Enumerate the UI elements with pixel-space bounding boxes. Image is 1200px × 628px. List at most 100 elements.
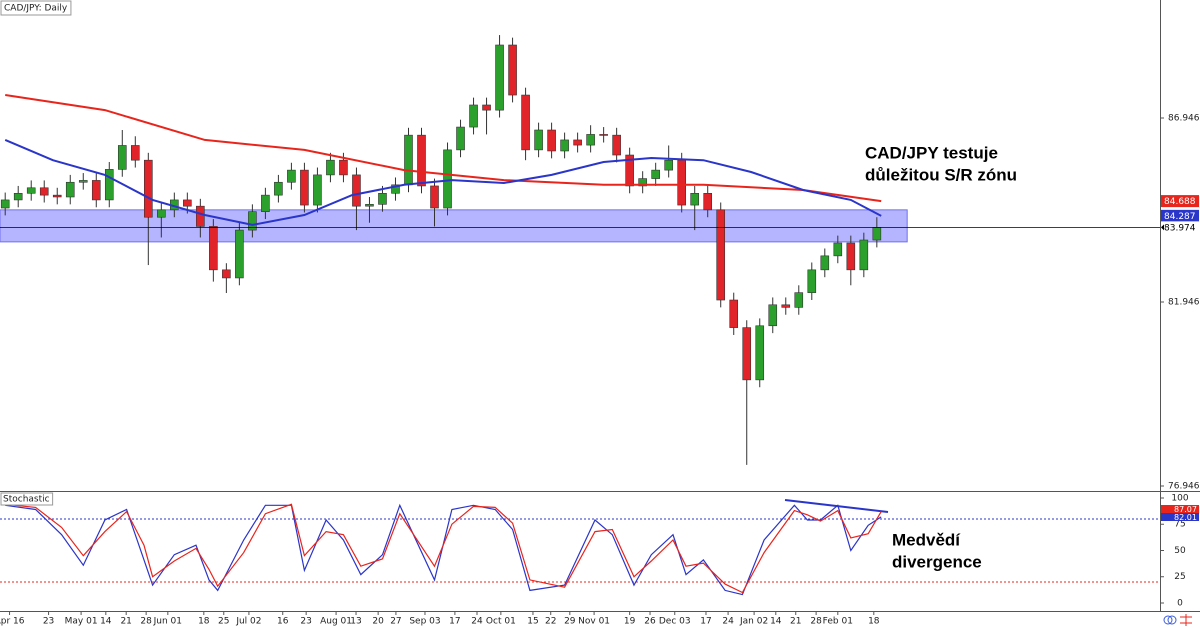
stoch-last-label: 87.07 xyxy=(1174,505,1197,514)
last-price-label: 83.974 xyxy=(1164,223,1196,233)
candle-body xyxy=(157,209,166,218)
y-tick-label: 75 xyxy=(1174,520,1185,530)
x-tick-label: 23 xyxy=(43,617,54,627)
candle-body xyxy=(261,194,270,212)
last-price-label-box xyxy=(1161,221,1199,234)
candle-body xyxy=(482,104,491,111)
candle-body xyxy=(65,181,75,198)
x-tick-label: Aug 01 xyxy=(320,617,352,627)
y-tick-label: 25 xyxy=(1174,572,1185,582)
x-tick-label: 14 xyxy=(100,617,112,627)
icon xyxy=(1180,614,1192,626)
candle-body xyxy=(625,154,634,187)
candle-body xyxy=(807,269,817,293)
candle-body xyxy=(508,44,517,96)
candle-body xyxy=(612,134,621,156)
candle-body xyxy=(768,304,778,327)
candle-body xyxy=(430,185,439,209)
candle-body xyxy=(716,209,726,301)
icon xyxy=(1167,615,1177,625)
candle-body xyxy=(130,145,140,161)
x-tick-label: Jan 02 xyxy=(739,617,768,627)
x-tick-label: 29 xyxy=(564,617,576,627)
x-tick-label: 21 xyxy=(120,617,131,627)
candle-body xyxy=(560,139,569,152)
candle-body xyxy=(26,187,36,194)
moving-average xyxy=(5,94,882,203)
x-tick-label: Dec 03 xyxy=(659,617,691,627)
candle-body xyxy=(846,242,856,271)
candle-body xyxy=(248,211,257,231)
candle-body xyxy=(404,134,413,186)
candle-body xyxy=(872,227,882,241)
candle-body xyxy=(13,192,23,201)
x-tick-label: 19 xyxy=(624,617,636,627)
sr-zone xyxy=(0,209,908,243)
moving-average xyxy=(4,138,882,226)
candle-body xyxy=(820,255,830,271)
stochastic-line xyxy=(5,503,882,594)
y-tick-label: 50 xyxy=(1174,546,1186,556)
annotation: Medvědí xyxy=(892,530,961,549)
x-tick-label: Jun 01 xyxy=(153,617,182,627)
y-tick-label: 100 xyxy=(1171,493,1188,503)
chart-title: CAD/JPY: Daily xyxy=(4,4,68,14)
x-tick-label: 27 xyxy=(390,617,401,627)
stoch-last-label: 82.01 xyxy=(1174,513,1197,522)
candle-body xyxy=(104,169,114,201)
x-tick-label: 18 xyxy=(198,617,210,627)
x-tick-label: 17 xyxy=(700,617,711,627)
candle-body xyxy=(339,159,348,176)
candle-body xyxy=(859,239,869,271)
candle-body xyxy=(833,242,843,257)
candle-body xyxy=(39,187,49,196)
annotation: důležitou S/R zónu xyxy=(865,165,1017,184)
candle-body xyxy=(534,129,543,151)
y-tick-label: 76.946 xyxy=(1168,481,1200,491)
x-tick-label: Apr 16 xyxy=(0,617,25,627)
footer-icons xyxy=(1163,614,1192,626)
candle-body xyxy=(521,94,530,151)
x-tick-label: Jul 02 xyxy=(235,617,261,627)
candle-body xyxy=(781,304,791,308)
candle-body xyxy=(703,192,713,211)
candle-body xyxy=(794,292,804,308)
candle-body xyxy=(573,139,582,146)
candle-body xyxy=(196,205,205,227)
x-tick-label: 20 xyxy=(372,617,384,627)
candle-body xyxy=(144,159,153,218)
candle-body xyxy=(91,180,101,201)
candle-body xyxy=(664,159,673,171)
x-tick-label: 22 xyxy=(545,617,556,627)
candle-body xyxy=(365,204,374,207)
candle-body xyxy=(287,169,296,183)
pane-title-box xyxy=(0,492,54,506)
candle-body xyxy=(117,145,127,170)
candle-body xyxy=(651,169,660,179)
x-tick-label: 15 xyxy=(527,617,538,627)
candle-body xyxy=(729,299,739,328)
x-tick-label: Feb 01 xyxy=(823,617,853,627)
stochastic-line xyxy=(5,503,882,596)
icon xyxy=(1163,615,1173,625)
x-tick-label: 21 xyxy=(790,617,801,627)
x-tick-label: 26 xyxy=(644,617,656,627)
x-tick-label: 18 xyxy=(868,617,880,627)
y-tick-label: 0 xyxy=(1177,598,1183,608)
candle-body xyxy=(313,174,322,206)
candles xyxy=(0,35,882,465)
x-tick-label: 24 xyxy=(722,617,734,627)
y-tick-label: 81.946 xyxy=(1168,297,1200,307)
x-tick-label: 25 xyxy=(218,617,229,627)
ma-last-label: 84.287 xyxy=(1164,212,1196,222)
x-tick-label: 28 xyxy=(810,617,822,627)
stoch-last-box xyxy=(1161,513,1199,521)
last-price-arrow xyxy=(1161,224,1164,231)
candle-body xyxy=(274,181,283,196)
candle-body xyxy=(638,178,647,187)
candle-body xyxy=(469,104,478,128)
candle-body xyxy=(586,134,595,146)
pane-title: Stochastic xyxy=(3,495,50,505)
candle-body xyxy=(222,269,231,279)
